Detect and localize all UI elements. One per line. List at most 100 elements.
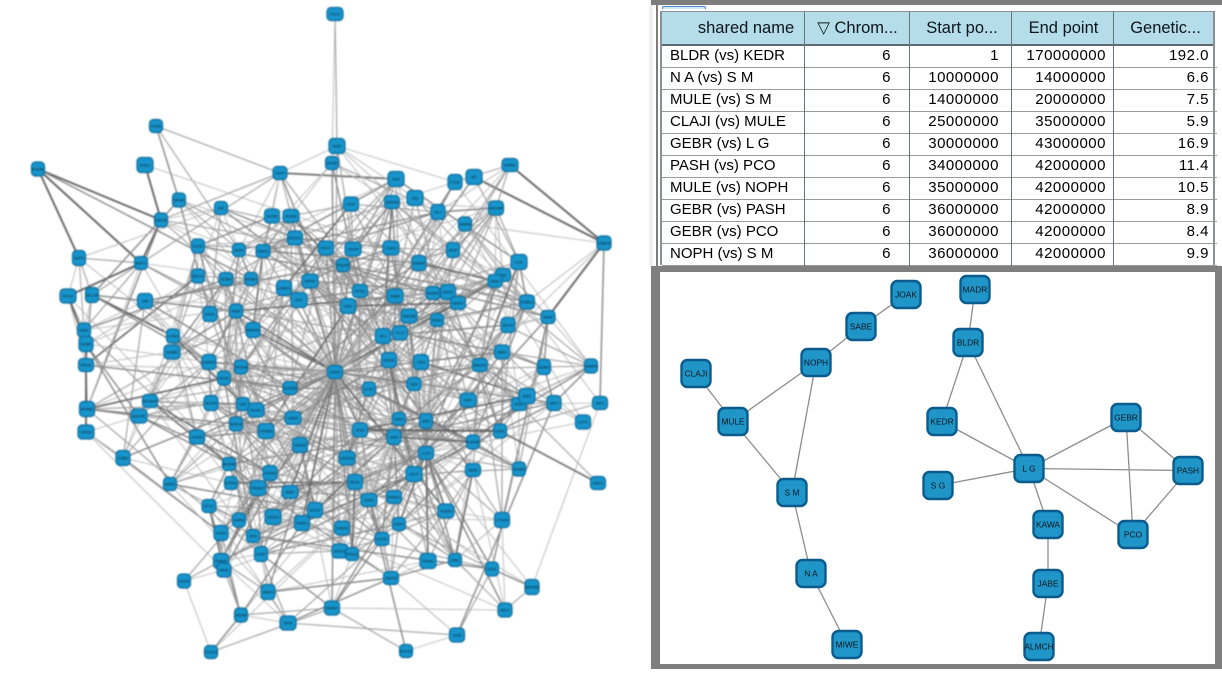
svg-text:JDDGF: JDDGF [385,577,398,581]
svg-text:DWLE: DWLE [258,250,269,254]
svg-text:HHF: HHF [464,399,472,403]
svg-text:BUSC: BUSC [251,409,262,413]
svg-text:ALMCH: ALMCH [1024,641,1053,651]
svg-text:KPEM: KPEM [81,431,92,435]
svg-text:SJE: SJE [218,207,225,211]
svg-text:FPCT: FPCT [321,247,332,251]
svg-text:WLNHD: WLNHD [143,400,157,404]
svg-text:OGAN: OGAN [264,472,275,476]
svg-text:NAUHL: NAUHL [474,364,487,368]
svg-text:CLAJI: CLAJI [685,368,708,378]
svg-text:RJHW: RJHW [286,215,297,219]
svg-text:PCO: PCO [1124,529,1143,539]
svg-text:SCHK: SCHK [267,215,278,219]
svg-text:MOGT: MOGT [334,550,346,554]
svg-text:RBPNO: RBPNO [246,329,260,333]
svg-text:PPUS: PPUS [81,364,92,368]
svg-text:KOIP: KOIP [256,553,266,557]
svg-text:JFAG: JFAG [355,429,365,433]
svg-text:IWDGB: IWDGB [403,315,416,319]
svg-text:BMG: BMG [498,351,507,355]
svg-text:KAWA: KAWA [1036,519,1060,529]
svg-text:JABE: JABE [1038,578,1059,588]
svg-text:RKJK: RKJK [350,481,360,485]
svg-text:RWP: RWP [286,491,295,495]
svg-text:RINKP: RINKP [326,607,338,611]
svg-text:ADFF: ADFF [394,523,405,527]
svg-text:JAHP: JAHP [448,249,458,253]
svg-text:STNCH: STNCH [345,553,358,557]
svg-text:RARN: RARN [297,522,308,526]
svg-text:KWNE: KWNE [504,164,516,168]
svg-text:WJEW: WJEW [440,510,452,514]
svg-text:AKO: AKO [550,402,558,406]
svg-text:GEBR: GEBR [1114,412,1138,422]
svg-text:CRJT: CRJT [409,473,419,477]
svg-text:L G: L G [1022,463,1035,473]
svg-text:BJFP: BJFP [74,257,84,261]
svg-text:PEMLP: PEMLP [252,487,265,491]
svg-text:MHOI: MHOI [443,291,453,295]
svg-text:WHE: WHE [220,569,229,573]
svg-text:NOPH: NOPH [804,357,828,367]
svg-text:MADR: MADR [963,284,988,294]
svg-text:OAG: OAG [390,436,398,440]
svg-text:AUCU: AUCU [310,509,321,513]
svg-text:NICC: NICC [500,609,510,613]
svg-text:CTNJD: CTNJD [496,519,509,523]
svg-text:NGIBT: NGIBT [245,278,257,282]
svg-text:SFRI: SFRI [284,622,293,626]
svg-text:WEHRW: WEHRW [524,586,540,590]
svg-text:N A: N A [804,568,818,578]
svg-text:GGOG: GGOG [267,516,279,520]
svg-text:NOK: NOK [333,145,342,149]
svg-text:KRH: KRH [344,305,352,309]
svg-text:SBUMW: SBUMW [222,463,237,467]
svg-text:MGKB: MGKB [294,444,306,448]
svg-text:GRI: GRI [142,300,149,304]
svg-text:SWDN: SWDN [336,527,348,531]
svg-text:HWB: HWB [232,310,241,314]
svg-text:BLDR: BLDR [957,337,979,347]
svg-text:FDMG: FDMG [422,560,433,564]
svg-text:LLHJ: LLHJ [422,452,431,456]
svg-text:HCNR: HCNR [192,436,203,440]
svg-text:RPHF: RPHF [305,280,316,284]
svg-text:BDBI: BDBI [469,469,478,473]
svg-text:GAIBM: GAIBM [459,223,471,227]
svg-text:DCBR: DCBR [81,343,92,347]
svg-text:AWU: AWU [491,280,500,284]
svg-text:FFSO: FFSO [355,290,365,294]
svg-text:EMAR: EMAR [414,262,425,266]
svg-text:KSBD: KSBD [118,457,129,461]
svg-text:KULS: KULS [140,164,150,168]
svg-text:HOSA: HOSA [384,359,395,363]
svg-text:KDICA: KDICA [230,423,242,427]
svg-text:PWFRF: PWFRF [466,441,480,445]
svg-text:JHPM: JHPM [234,519,244,523]
svg-text:ATAD: ATAD [364,499,374,503]
svg-text:JOEL: JOEL [450,559,460,563]
svg-text:EOO: EOO [515,403,523,407]
svg-text:EOUM: EOUM [32,168,43,172]
svg-text:CAMF: CAMF [390,295,401,299]
svg-text:KEDR: KEDR [930,416,953,426]
svg-text:UFJ: UFJ [380,335,387,339]
svg-text:ICGC: ICGC [364,388,374,392]
svg-text:WAIP: WAIP [543,316,553,320]
svg-text:FJUO: FJUO [450,181,460,185]
svg-text:FKFP: FKFP [275,172,285,176]
svg-text:ESTK: ESTK [377,538,387,542]
svg-text:ICMA: ICMA [151,125,161,129]
svg-text:HEM: HEM [395,418,403,422]
svg-text:USBCN: USBCN [597,242,611,246]
svg-text:IAT: IAT [471,176,477,180]
svg-text:LMAT: LMAT [495,430,506,434]
svg-text:SABE: SABE [850,321,873,331]
svg-text:EIA: EIA [412,197,419,201]
svg-text:BOLG: BOLG [193,275,204,279]
svg-text:COBHC: COBHC [520,301,534,305]
svg-text:IHICH: IHICH [263,591,274,595]
svg-text:BJCOK: BJCOK [133,415,146,419]
svg-text:SOSB: SOSB [327,162,338,166]
